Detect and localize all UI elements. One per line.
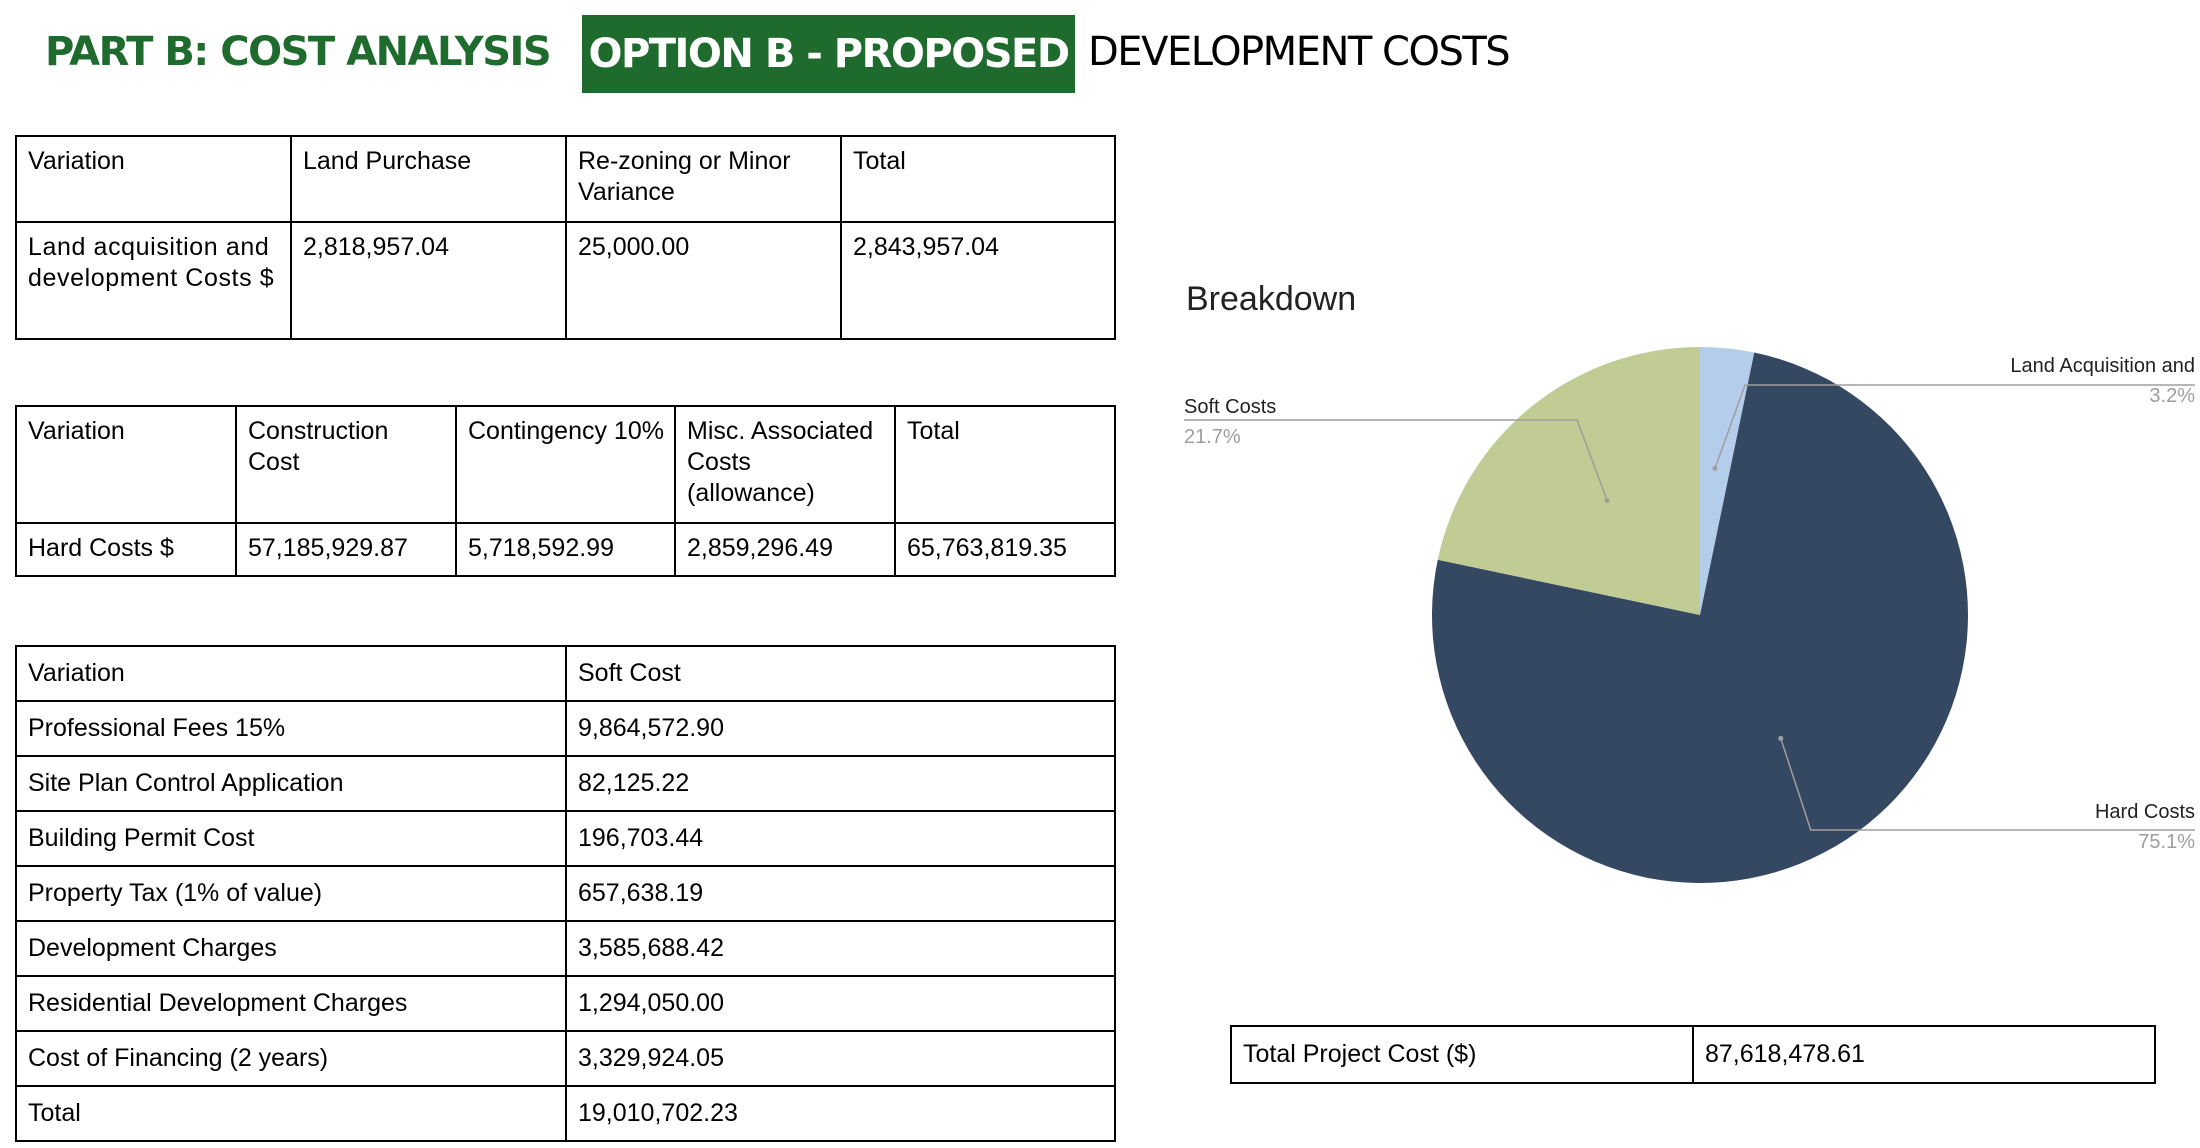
table-header-row: Variation Construction Cost Contingency … <box>15 405 1116 524</box>
header-cell: Land Purchase <box>290 135 567 223</box>
value-cell: 9,864,572.90 <box>565 700 1116 757</box>
row-label-cell: Professional Fees 15% <box>15 700 567 757</box>
slice-percent-label: 75.1% <box>2138 831 2195 853</box>
table-row: Building Permit Cost 196,703.44 <box>15 810 1116 867</box>
value-cell: 3,585,688.42 <box>565 920 1116 977</box>
header-cell: Contingency 10% <box>455 405 676 524</box>
part-title: PART B: COST ANALYSIS <box>45 29 552 75</box>
value-cell: 2,843,957.04 <box>840 221 1116 340</box>
total-value-cell: 87,618,478.61 <box>1692 1025 2156 1084</box>
slice-label: Soft Costs <box>1184 396 1276 418</box>
development-costs-heading: DEVELOPMENT COSTS <box>1088 29 1511 75</box>
table-row: Total 19,010,702.23 <box>15 1085 1116 1142</box>
row-label-cell: Property Tax (1% of value) <box>15 865 567 922</box>
value-cell: 3,329,924.05 <box>565 1030 1116 1087</box>
table-row: Site Plan Control Application 82,125.22 <box>15 755 1116 812</box>
chart-title: Breakdown <box>1186 280 1356 318</box>
header-cell: Re-zoning or Minor Variance <box>565 135 842 223</box>
value-cell: 65,763,819.35 <box>894 522 1116 577</box>
pie-slices <box>1432 347 1968 884</box>
slice-label: Hard Costs <box>2095 801 2195 823</box>
slice-percent-label: 21.7% <box>1184 426 1241 448</box>
header-cell: Total <box>894 405 1116 524</box>
value-cell: 196,703.44 <box>565 810 1116 867</box>
table-row: Development Charges 3,585,688.42 <box>15 920 1116 977</box>
table-row: Professional Fees 15% 9,864,572.90 <box>15 700 1116 757</box>
leader-dot <box>1778 735 1784 741</box>
value-cell: 82,125.22 <box>565 755 1116 812</box>
soft-costs-table: Variation Soft Cost Professional Fees 15… <box>15 645 1116 1142</box>
row-label-cell: Total <box>15 1085 567 1142</box>
table-header-row: Variation Land Purchase Re-zoning or Min… <box>15 135 1116 223</box>
header-cell: Soft Cost <box>565 645 1116 702</box>
table-row: Hard Costs $ 57,185,929.87 5,718,592.99 … <box>15 522 1116 577</box>
row-label-cell: Site Plan Control Application <box>15 755 567 812</box>
row-label-cell: Development Charges <box>15 920 567 977</box>
value-cell: 57,185,929.87 <box>235 522 457 577</box>
value-cell: 5,718,592.99 <box>455 522 676 577</box>
header-cell: Misc. Associated Costs (allowance) <box>674 405 896 524</box>
land-acquisition-table: Variation Land Purchase Re-zoning or Min… <box>15 135 1116 340</box>
leader-line <box>1780 738 2195 831</box>
table-row: Cost of Financing (2 years) 3,329,924.05 <box>15 1030 1116 1087</box>
row-label-cell: Hard Costs $ <box>15 522 237 577</box>
hard-costs-table: Variation Construction Cost Contingency … <box>15 405 1116 577</box>
table-row: Total Project Cost ($) 87,618,478.61 <box>1230 1025 2156 1084</box>
total-project-cost-table: Total Project Cost ($) 87,618,478.61 <box>1230 1025 2156 1084</box>
header-cell: Variation <box>15 405 237 524</box>
value-cell: 1,294,050.00 <box>565 975 1116 1032</box>
table-row: Land acquisition and development Costs $… <box>15 221 1116 340</box>
option-heading-box: OPTION B - PROPOSED <box>582 15 1075 93</box>
table-header-row: Variation Soft Cost <box>15 645 1116 702</box>
leader-line <box>1184 419 1608 501</box>
value-cell: 2,859,296.49 <box>674 522 896 577</box>
row-label-cell: Land acquisition and development Costs $ <box>15 221 292 340</box>
value-cell: 657,638.19 <box>565 865 1116 922</box>
leader-line <box>1714 384 2195 469</box>
pie-slice <box>1700 347 1755 615</box>
value-cell: 25,000.00 <box>565 221 842 340</box>
table-row: Property Tax (1% of value) 657,638.19 <box>15 865 1116 922</box>
pie-slice <box>1437 347 1700 615</box>
slice-labels: Land Acquisition and 3.2% Hard Costs 75.1% S… <box>1184 355 2195 853</box>
header-cell: Construction Cost <box>235 405 457 524</box>
header-cell: Variation <box>15 645 567 702</box>
row-label-cell: Residential Development Charges <box>15 975 567 1032</box>
table-row: Residential Development Charges 1,294,05… <box>15 975 1116 1032</box>
pie-slice <box>1432 352 1968 884</box>
row-label-cell: Cost of Financing (2 years) <box>15 1030 567 1087</box>
value-cell: 19,010,702.23 <box>565 1085 1116 1142</box>
header-cell: Total <box>840 135 1116 223</box>
header-cell: Variation <box>15 135 292 223</box>
value-cell: 2,818,957.04 <box>290 221 567 340</box>
row-label-cell: Building Permit Cost <box>15 810 567 867</box>
slice-percent-label: 3.2% <box>2149 385 2195 407</box>
slice-label: Land Acquisition and <box>2010 355 2195 377</box>
total-label-cell: Total Project Cost ($) <box>1230 1025 1694 1084</box>
breakdown-pie-chart: Breakdown Land Acquisition and 3.2% Hard C… <box>1184 280 2195 884</box>
